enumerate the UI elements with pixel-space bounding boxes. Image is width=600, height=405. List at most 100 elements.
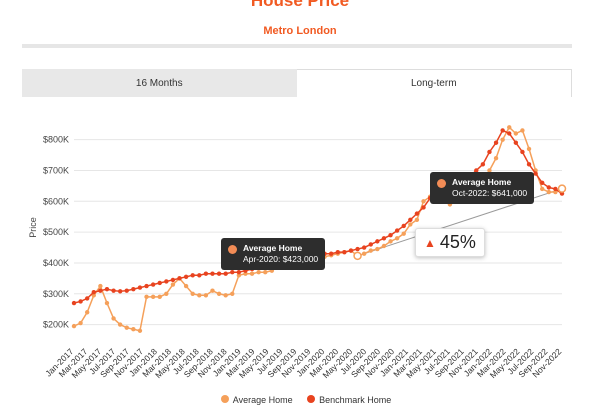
data-point (150, 282, 156, 287)
y-tick-label: $300K (43, 289, 69, 299)
data-point (170, 282, 176, 287)
data-point (361, 251, 367, 256)
data-point (342, 249, 347, 255)
tooltip-title: Average Home (452, 177, 512, 187)
data-point (164, 291, 169, 296)
header-divider (22, 44, 572, 48)
data-point (335, 249, 340, 255)
data-point (78, 299, 83, 304)
tooltip-dot-icon (228, 245, 237, 254)
tab-long-term[interactable]: Long-term (296, 69, 572, 97)
data-point (236, 269, 242, 275)
data-point (500, 128, 505, 133)
data-point (520, 128, 525, 133)
data-point (177, 276, 182, 281)
data-point (78, 320, 83, 326)
y-tick-label: $700K (43, 165, 69, 175)
data-point (540, 180, 545, 186)
data-point (546, 185, 552, 190)
data-point (474, 168, 479, 173)
tooltip-title: Average Home (243, 243, 303, 253)
data-point (223, 271, 228, 276)
tooltip-oct-2022: Average Home Oct-2022: $641,000 (430, 172, 535, 204)
data-point (526, 146, 532, 152)
data-point (144, 294, 149, 300)
data-point (84, 310, 90, 315)
change-badge: ▲ 45% (415, 228, 485, 257)
data-point (553, 186, 558, 192)
data-point (414, 211, 420, 216)
data-point (388, 239, 393, 244)
data-point (124, 288, 129, 293)
tab-16-months[interactable]: 16 Months (22, 69, 297, 97)
highlight-marker (353, 251, 362, 261)
data-point (520, 149, 525, 155)
data-point (124, 325, 129, 330)
data-point (256, 269, 261, 275)
change-percent: 45% (439, 232, 476, 252)
chart-subtitle: Metro London (263, 25, 337, 37)
chart-title: House Price (250, 0, 350, 10)
series-line-average (73, 126, 563, 332)
data-point (414, 217, 420, 222)
data-point (197, 293, 202, 298)
data-point (487, 168, 492, 173)
legend-swatch-average (220, 395, 229, 403)
data-point (117, 289, 123, 294)
data-point (394, 236, 400, 241)
y-tick-label: $200K (43, 320, 69, 330)
data-point (210, 288, 215, 293)
y-axis-label: Price (28, 217, 38, 238)
data-point (197, 273, 202, 278)
legend-label-benchmark[interactable]: Benchmark Home (319, 395, 392, 405)
data-point (144, 283, 149, 289)
data-point (230, 269, 235, 275)
data-point (223, 293, 228, 298)
data-point (131, 286, 136, 292)
data-point (401, 223, 406, 229)
data-point (104, 286, 110, 292)
data-point (190, 291, 195, 296)
tooltip-apr-2020: Average Home Apr-2020: $423,000 (221, 238, 326, 270)
data-point (513, 131, 519, 136)
y-tick-label: $600K (43, 196, 69, 206)
data-point (375, 246, 380, 252)
data-point (421, 199, 426, 204)
legend-label-average[interactable]: Average Home (232, 395, 293, 405)
tooltip-dot-icon (437, 179, 446, 188)
data-point (170, 277, 176, 283)
data-point (546, 189, 552, 195)
data-point (150, 294, 156, 300)
data-point (368, 248, 373, 253)
data-point (104, 300, 110, 306)
data-point (98, 283, 103, 289)
data-point (117, 322, 123, 327)
data-point (203, 293, 209, 298)
series-line-benchmark (73, 129, 563, 304)
highlight-marker (557, 184, 567, 193)
data-point (249, 271, 255, 276)
data-point (216, 291, 222, 296)
data-point (480, 162, 486, 167)
data-point (137, 328, 143, 333)
data-point (210, 271, 215, 276)
data-point (513, 140, 519, 145)
data-point (355, 246, 360, 252)
data-point (361, 245, 367, 250)
data-point (408, 217, 413, 222)
data-point (421, 205, 426, 210)
data-point (183, 283, 189, 289)
data-point (408, 222, 413, 227)
data-point (533, 171, 538, 176)
data-point (183, 274, 189, 280)
data-point (388, 233, 393, 238)
legend-swatch-benchmark (307, 395, 316, 403)
data-point (401, 231, 406, 236)
data-point (507, 131, 512, 136)
tab-bar: 16 Months Long-term (22, 69, 572, 97)
data-point (493, 155, 499, 161)
data-point (487, 149, 492, 155)
data-point (540, 186, 545, 192)
data-point (71, 323, 77, 329)
